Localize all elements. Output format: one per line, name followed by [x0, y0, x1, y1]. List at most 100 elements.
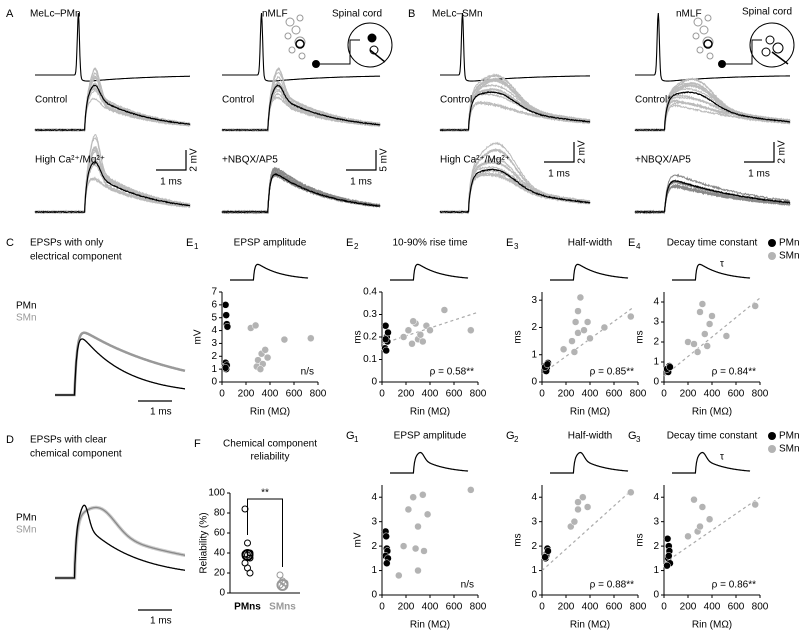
y-tick-label: 0	[531, 377, 537, 388]
trace	[221, 166, 381, 215]
data-point	[261, 346, 269, 354]
chart-title: Chemical component	[223, 439, 317, 450]
scale-label: 2 mV	[189, 148, 200, 172]
panel-label: G	[506, 430, 515, 442]
trace-label: Control	[35, 95, 67, 106]
data-point	[251, 321, 260, 330]
data-point	[420, 547, 428, 555]
mean-marker	[276, 579, 289, 591]
x-tick-label: 200	[238, 389, 255, 400]
y-tick-label: 0	[211, 377, 217, 388]
legend-text: PMn	[16, 513, 37, 524]
y-tick-label: 5	[211, 312, 217, 323]
scale-bar	[156, 150, 187, 171]
fit-line	[663, 496, 761, 564]
panel-sub: 4	[636, 242, 641, 251]
y-tick-label: 0.3	[363, 309, 377, 320]
data-point	[627, 488, 635, 497]
data-point	[404, 326, 413, 334]
trace-label: High Ca²⁺/Mg²⁺	[35, 155, 105, 166]
data-point	[579, 493, 587, 501]
y-tick-label: 0	[531, 590, 537, 601]
x-tick-label: 800	[630, 602, 647, 613]
data-point	[383, 559, 391, 567]
panel-sub: 3	[636, 435, 641, 444]
chart-title: Half-width	[568, 431, 612, 442]
x-tick-label: 200	[398, 389, 415, 400]
trace	[634, 101, 791, 132]
y-tick-label: 1	[211, 364, 217, 375]
x-tick-label: 800	[470, 389, 487, 400]
data-point	[307, 334, 315, 343]
x-axis-label: Rin (MΩ)	[250, 407, 290, 418]
x-tick-label: 0	[379, 389, 385, 400]
data-point	[222, 311, 230, 319]
cartoon-right	[692, 14, 795, 68]
data-point	[221, 364, 230, 372]
panel-label: D	[6, 434, 14, 446]
y-tick-label: 100	[208, 488, 225, 499]
data-point	[696, 308, 704, 316]
data-point	[705, 515, 714, 523]
x-axis-label: Rin (MΩ)	[570, 407, 610, 418]
data-point	[381, 322, 390, 330]
panel-title: MeLc–SMn	[432, 9, 483, 20]
data-point	[583, 503, 592, 511]
cartoon-label: Spinal cord	[742, 7, 792, 18]
legend-text: SMn	[16, 525, 37, 536]
trace	[634, 183, 791, 215]
annotation: ρ = 0.84**	[712, 367, 756, 378]
x-tick-label: 200	[680, 602, 697, 613]
panel-sub: 2	[514, 435, 519, 444]
data-point	[280, 335, 289, 344]
fit-line	[541, 489, 633, 572]
data-point	[690, 495, 698, 504]
x-tick-label: SMns	[269, 602, 296, 613]
y-tick-label: 7	[211, 287, 217, 298]
axis	[229, 493, 300, 594]
y-tick-label: 1	[531, 565, 537, 576]
spike-trace	[635, 12, 790, 82]
trace-pmn	[55, 338, 185, 396]
data-point	[426, 326, 434, 334]
data-point	[705, 320, 714, 328]
panel-label: E	[186, 237, 193, 249]
spike-trace	[440, 12, 590, 82]
panel-title: chemical component	[30, 449, 122, 460]
data-point	[223, 322, 232, 331]
data-point	[580, 326, 588, 334]
y-tick-label: 2	[531, 322, 537, 333]
data-point	[263, 353, 272, 362]
mean-trace	[34, 84, 191, 132]
scale-label: 5 mV	[379, 148, 390, 172]
data-point	[381, 335, 390, 343]
data-point	[414, 522, 422, 531]
legend-text: SMn	[16, 313, 37, 324]
data-point	[409, 317, 417, 325]
significance: **	[261, 488, 269, 499]
chart-title: Half-width	[568, 238, 612, 249]
scale-label: 1 ms	[150, 616, 172, 627]
chart-title: 10-90% rise time	[392, 238, 467, 249]
data-point	[221, 301, 230, 309]
annotation: n/s	[301, 367, 314, 378]
y-tick-label: 3	[531, 516, 537, 527]
data-point	[574, 498, 582, 506]
y-tick-label: 4	[653, 297, 659, 308]
data-point	[696, 522, 704, 531]
data-point	[574, 505, 582, 514]
trace	[439, 100, 591, 133]
x-tick-label: 400	[704, 602, 721, 613]
y-tick-label: 0.2	[363, 332, 377, 343]
x-tick-label: 0	[379, 602, 385, 613]
legend-marker	[768, 432, 776, 440]
y-tick-label: 2	[371, 541, 377, 552]
x-tick-label: 0	[661, 389, 667, 400]
y-tick-label: 3	[653, 317, 659, 328]
x-tick-label: PMns	[234, 602, 261, 613]
panel-label: G	[346, 430, 355, 442]
data-point	[541, 553, 549, 561]
data-point	[690, 340, 698, 348]
y-tick-label: 3	[211, 338, 217, 349]
data-point	[570, 348, 579, 356]
